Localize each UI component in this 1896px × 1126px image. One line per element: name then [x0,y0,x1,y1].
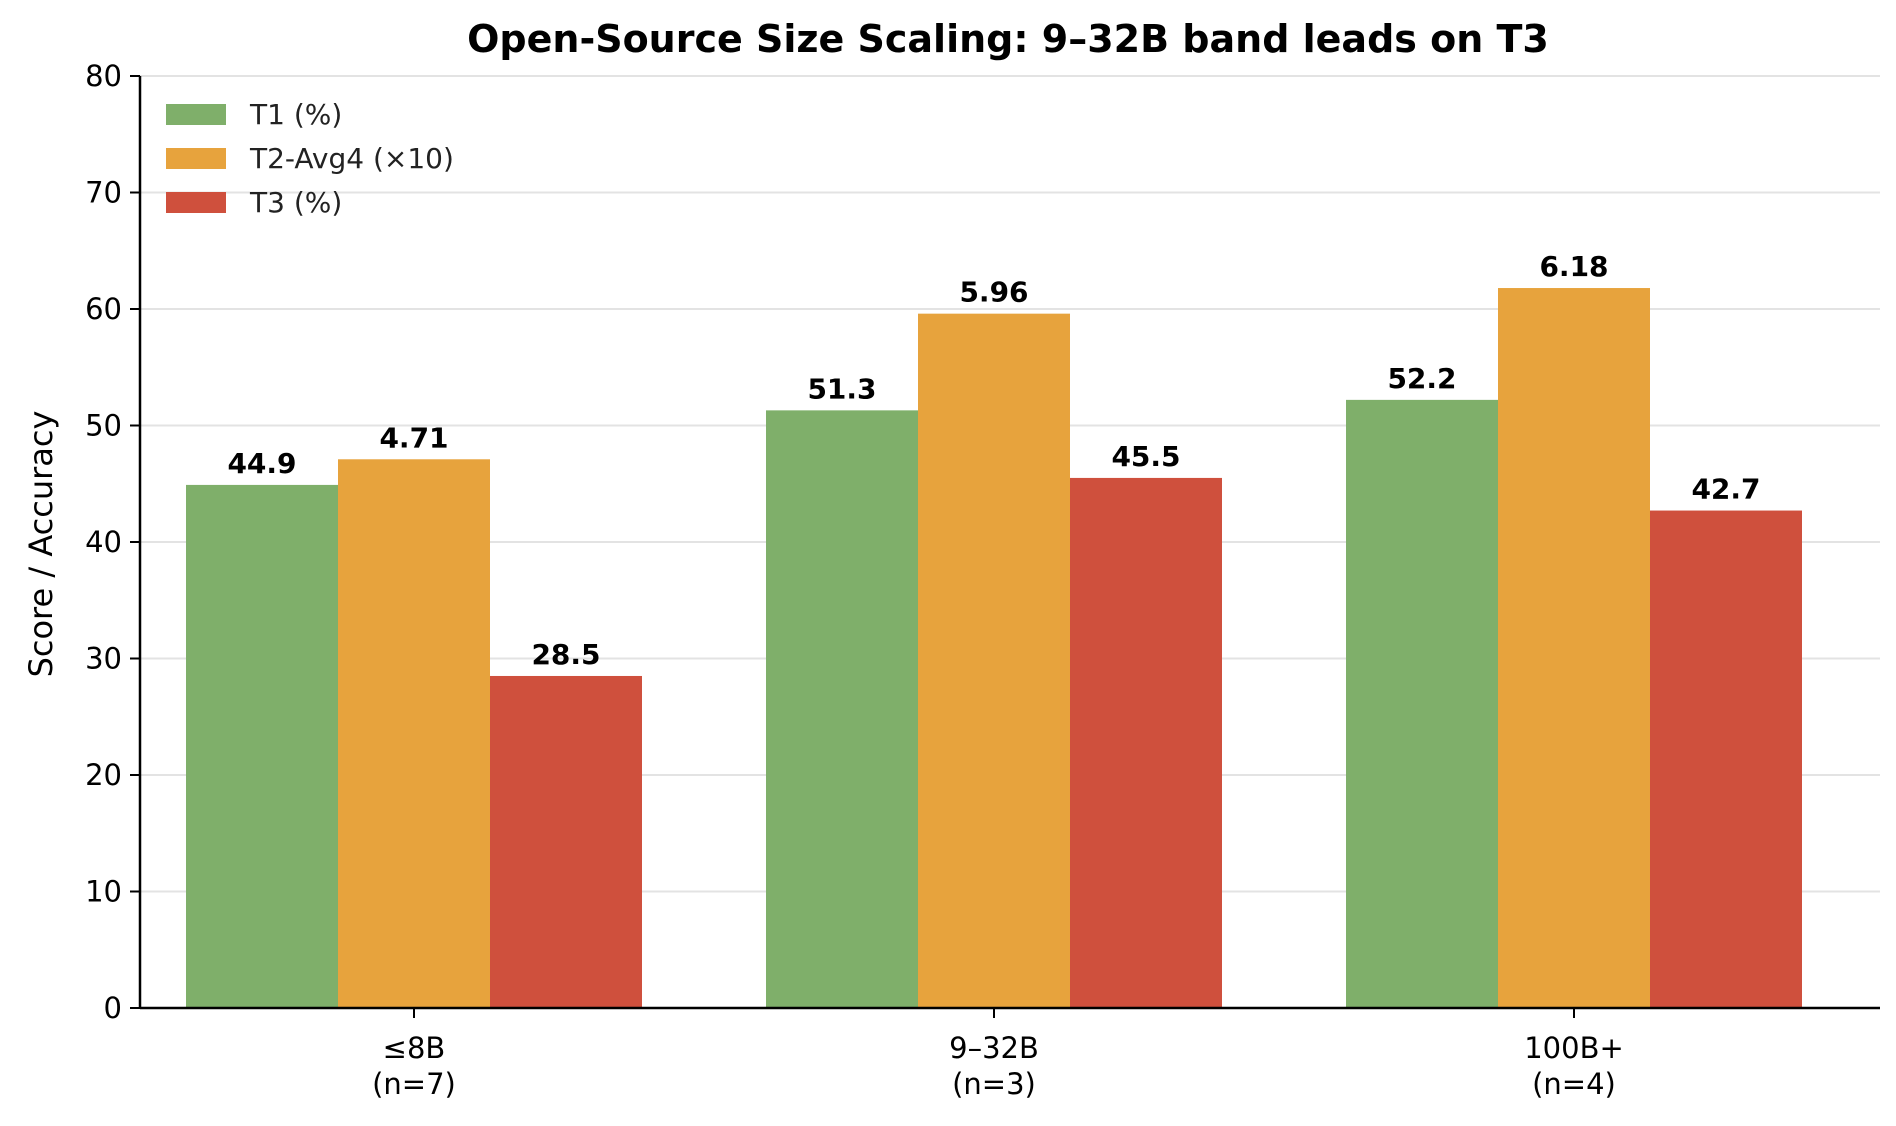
legend-label: T1 (%) [249,98,342,131]
x-tick-label: ≤8B [383,1031,446,1065]
legend-swatch [166,104,226,125]
data-label: 4.71 [379,421,448,454]
bar [490,675,642,1008]
y-tick-label: 30 [85,642,122,676]
y-tick-label: 60 [85,292,122,326]
data-labels-layer: 44.9 4.71 28.5 51.3 5.96 45.5 52.2 6.18 42.7 [227,250,1760,671]
legend-swatch [166,148,226,169]
legend-label: T3 (%) [249,186,342,219]
bar [1346,399,1498,1008]
y-tick-label: 50 [85,409,122,443]
x-tick-label: (n=3) [952,1067,1036,1101]
data-label: 51.3 [807,372,876,405]
y-tick-label: 20 [85,758,122,792]
y-tick-label: 80 [85,59,122,93]
bar [338,459,490,1008]
chart-title: Open-Source Size Scaling: 9–32B band lea… [467,17,1549,61]
y-tick-label: 70 [85,176,122,210]
x-tick-label: 100B+ [1524,1031,1624,1065]
legend-label: T2-Avg4 (×10) [249,142,454,175]
bars-layer [186,288,1802,1009]
bar [1650,510,1802,1008]
data-label: 5.96 [959,276,1028,309]
bar [1070,477,1222,1008]
x-tick-label: 9–32B [949,1031,1039,1065]
bar [918,313,1070,1008]
y-tick-label: 10 [85,875,122,909]
legend: T1 (%) T2-Avg4 (×10) T3 (%) [166,98,454,219]
data-label: 42.7 [1691,473,1760,506]
data-label: 52.2 [1387,362,1456,395]
x-tick-label: (n=7) [372,1067,456,1101]
bar [186,484,338,1008]
legend-swatch [166,192,226,213]
bar [1498,288,1650,1008]
y-tick-label: 40 [85,525,122,559]
data-label: 45.5 [1111,440,1180,473]
y-tick-label: 0 [104,991,122,1025]
y-axis-label: Score / Accuracy [22,411,60,678]
data-label: 6.18 [1539,250,1608,283]
x-tick-label: (n=4) [1532,1067,1616,1101]
bar [766,410,918,1009]
axes-layer: 0 10 20 30 40 50 60 70 80 ≤8B(n=7) 9–32B(n=3) 100B+… [85,59,1880,1101]
data-label: 44.9 [227,447,296,480]
data-label: 28.5 [531,638,600,671]
